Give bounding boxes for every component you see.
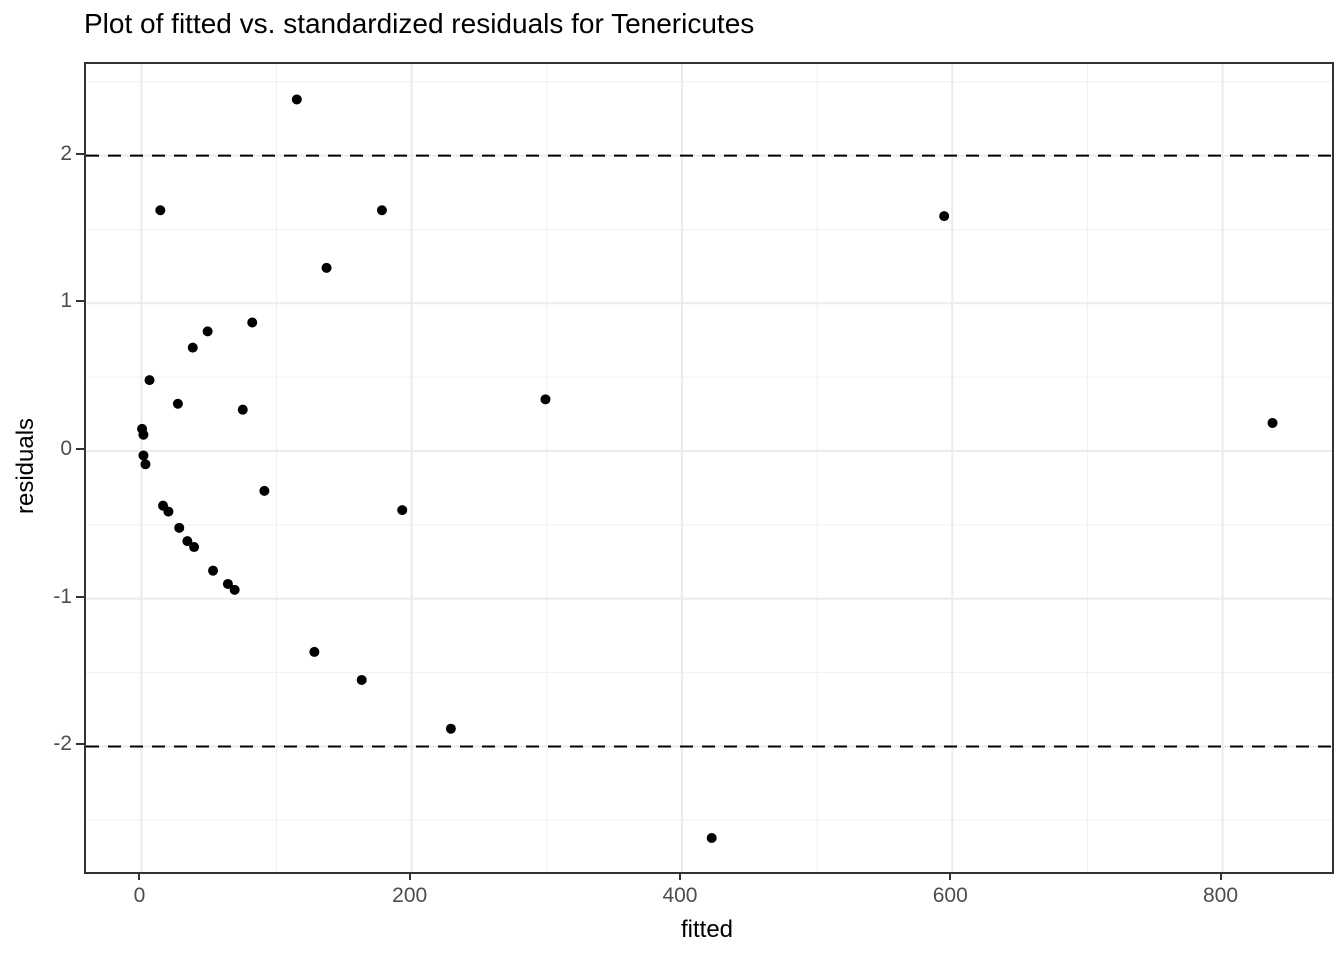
data-point (208, 565, 219, 576)
data-point (222, 578, 233, 589)
y-axis-title: residuals (12, 417, 39, 515)
data-point (445, 723, 456, 734)
data-point (1267, 417, 1278, 428)
data-point (291, 94, 302, 105)
x-tick-mark (1219, 872, 1222, 880)
x-tick-label: 800 (1203, 884, 1239, 907)
y-tick-label: 2 (60, 141, 72, 165)
data-point (202, 326, 213, 337)
y-tick-mark (76, 743, 84, 746)
data-point (138, 450, 149, 461)
data-point (229, 584, 240, 595)
data-point (540, 394, 551, 405)
plot-title: Plot of fitted vs. standardized residual… (84, 8, 755, 39)
y-tick-label: -2 (53, 732, 72, 756)
x-tick-mark (408, 872, 411, 880)
data-point (237, 404, 248, 415)
data-point (706, 833, 717, 844)
x-tick-label: 400 (662, 884, 698, 907)
x-tick-mark (138, 872, 141, 880)
data-point (138, 429, 149, 440)
data-point (144, 375, 155, 386)
x-tick-label: 600 (932, 884, 968, 907)
data-point (397, 505, 408, 516)
y-tick-mark (76, 448, 84, 450)
data-point (189, 542, 200, 553)
data-point (376, 205, 387, 216)
data-point (321, 262, 332, 273)
data-point (356, 674, 367, 685)
x-axis-title: fitted (680, 916, 734, 943)
y-tick-mark (76, 595, 84, 598)
plot-panel (84, 62, 1334, 874)
data-point (247, 317, 258, 328)
scatter-plot-canvas (86, 64, 1332, 872)
data-point (182, 536, 193, 547)
x-tick-label: 200 (392, 884, 428, 907)
data-point (140, 459, 151, 470)
x-tick-label: 0 (133, 884, 146, 907)
x-tick-mark (949, 872, 952, 880)
data-point (939, 211, 950, 222)
y-tick-label: 0 (60, 437, 72, 460)
x-tick-mark (678, 872, 681, 880)
data-point (309, 646, 320, 657)
y-tick-label: -1 (53, 584, 72, 608)
data-point (174, 522, 185, 533)
data-point (155, 205, 166, 216)
y-tick-label: 1 (60, 289, 72, 313)
y-tick-mark (76, 152, 84, 155)
data-point (172, 398, 183, 409)
data-point (259, 485, 270, 496)
data-point (163, 506, 174, 517)
data-point (187, 342, 198, 353)
y-tick-mark (76, 300, 84, 303)
